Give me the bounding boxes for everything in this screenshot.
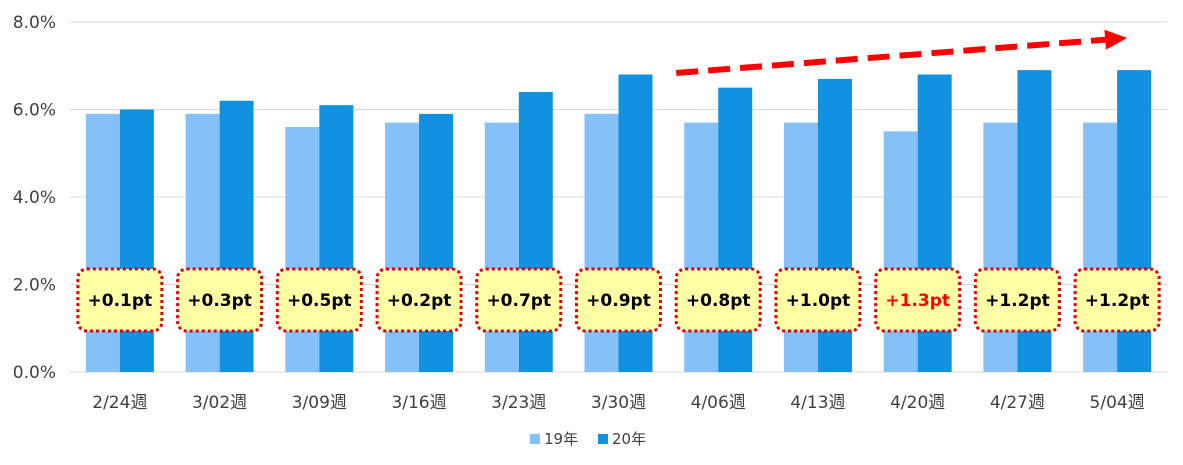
annotation-label: +0.1pt	[88, 291, 153, 311]
difference-annotations: +0.1pt +0.3pt +0.5pt +0.2pt +0.7pt +0.9pt +0.8…	[76, 267, 1161, 333]
legend: 19年 20年	[530, 430, 646, 448]
bar-s1-3	[385, 122, 420, 372]
bar-s1-5	[584, 113, 619, 372]
x-tick-label: 3/09週	[292, 393, 347, 413]
annotation-box	[76, 267, 164, 333]
legend-swatch	[598, 434, 608, 444]
y-axis-ticks: 0.0% 2.0% 4.0% 6.0% 8.0%	[13, 13, 56, 383]
y-tick-label: 6.0%	[13, 101, 56, 121]
annotation-box	[774, 267, 862, 333]
bar-s2-2	[319, 105, 354, 372]
annotation-label: +0.9pt	[586, 291, 651, 311]
annotation-label: +1.2pt	[1085, 291, 1150, 311]
x-tick-label: 3/02週	[192, 393, 247, 413]
annotation-box	[973, 267, 1061, 333]
annotation-label: +0.3pt	[187, 291, 252, 311]
bar-s2-1	[219, 100, 254, 372]
y-tick-label: 0.0%	[13, 363, 56, 383]
annotation-box	[874, 267, 962, 333]
x-tick-label: 2/24週	[92, 393, 147, 413]
x-axis-labels: 2/24週 3/02週 3/09週 3/16週 3/23週 3/30週 4/06週 4/13週…	[92, 393, 1144, 413]
x-tick-label: 4/20週	[890, 393, 945, 413]
bar-s1-6	[684, 122, 719, 372]
annotation-box	[475, 267, 563, 333]
annotation-box	[275, 267, 363, 333]
annotation-label: +0.2pt	[387, 291, 452, 311]
annotation-label: +0.5pt	[287, 291, 352, 311]
annotation-label: +1.0pt	[786, 291, 851, 311]
bar-s1-2	[285, 127, 320, 372]
annotation-label: +0.7pt	[486, 291, 551, 311]
x-tick-label: 4/27週	[990, 393, 1045, 413]
bar-s1-7	[783, 122, 818, 372]
x-tick-label: 4/13週	[790, 393, 845, 413]
bar-s1-0	[85, 113, 120, 372]
x-tick-label: 3/30週	[591, 393, 646, 413]
x-tick-label: 4/06週	[691, 393, 746, 413]
bar-s2-3	[419, 113, 454, 372]
bar-s2-0	[119, 109, 154, 372]
annotation-box	[674, 267, 762, 333]
legend-swatch	[530, 434, 540, 444]
bar-s1-4	[484, 122, 519, 372]
y-tick-label: 4.0%	[13, 188, 56, 208]
annotation-box	[176, 267, 264, 333]
x-tick-label: 3/23週	[491, 393, 546, 413]
annotation-label: +1.2pt	[985, 291, 1050, 311]
trend-arrow-line	[675, 36, 1106, 76]
trend-arrow	[675, 29, 1128, 76]
trend-arrow-head	[1104, 29, 1128, 50]
annotation-label: +0.8pt	[686, 291, 751, 311]
y-tick-label: 8.0%	[13, 13, 56, 33]
x-tick-label: 5/04週	[1090, 393, 1145, 413]
bar-s1-1	[185, 113, 220, 372]
annotation-label: +1.3pt	[885, 291, 950, 311]
bar-s1-10	[1083, 122, 1118, 372]
bar-s1-8	[883, 131, 918, 372]
legend-label: 19年	[544, 430, 578, 448]
annotation-box	[375, 267, 463, 333]
annotation-box	[1073, 267, 1161, 333]
x-tick-label: 3/16週	[391, 393, 446, 413]
y-tick-label: 2.0%	[13, 276, 56, 296]
legend-label: 20年	[612, 430, 646, 448]
bar-s1-9	[983, 122, 1018, 372]
annotation-box	[575, 267, 662, 333]
